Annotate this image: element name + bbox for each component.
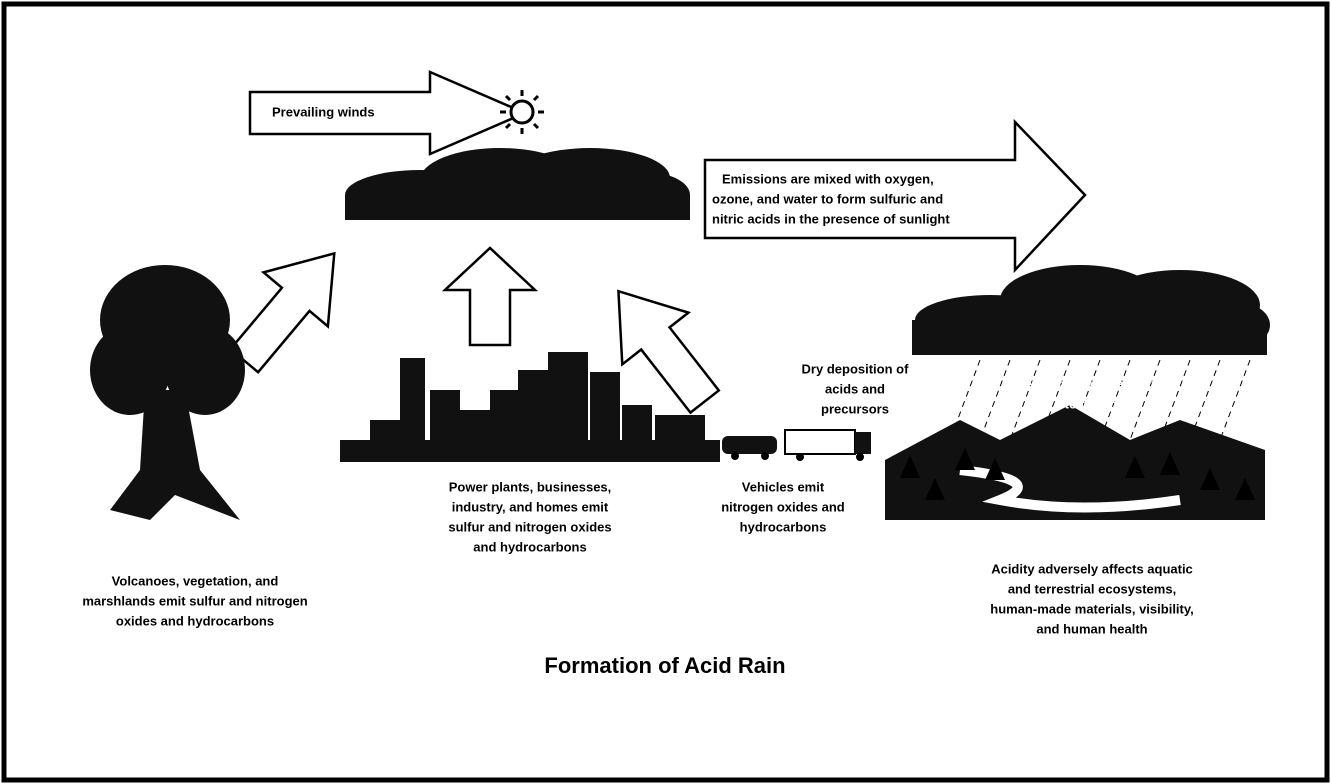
label: nitrogen oxides and [721, 499, 845, 514]
diagram: Prevailing winds Emissions are mixed wit… [0, 0, 1331, 784]
label: Emissions are mixed with oxygen, [722, 171, 934, 186]
label: and terrestrial ecosystems, [1008, 581, 1176, 596]
title: Formation of Acid Rain [544, 653, 785, 678]
label: precursors [821, 401, 889, 416]
label: and human health [1036, 621, 1147, 636]
label: sulfur and nitrogen oxides [448, 519, 611, 534]
label: acids and [825, 381, 885, 396]
label: Volcanoes, vegetation, and [112, 573, 279, 588]
label: Vehicles emit [742, 479, 825, 494]
label: industry, and homes emit [452, 499, 609, 514]
label: Dry deposition of [802, 361, 910, 376]
label: human-made materials, visibility, [990, 601, 1194, 616]
label: Wet acid precipitation falls [1013, 376, 1177, 391]
label: ozone, and water to form sulfuric and [712, 191, 943, 206]
label: to ground [1065, 396, 1126, 411]
label: hydrocarbons [740, 519, 827, 534]
label: and hydrocarbons [473, 539, 586, 554]
label: nitric acids in the presence of sunlight [712, 211, 950, 226]
label: marshlands emit sulfur and nitrogen [82, 593, 307, 608]
label: oxides and hydrocarbons [116, 613, 274, 628]
label: Acidity adversely affects aquatic [991, 561, 1193, 576]
label: Prevailing winds [272, 104, 375, 119]
label: Power plants, businesses, [449, 479, 612, 494]
